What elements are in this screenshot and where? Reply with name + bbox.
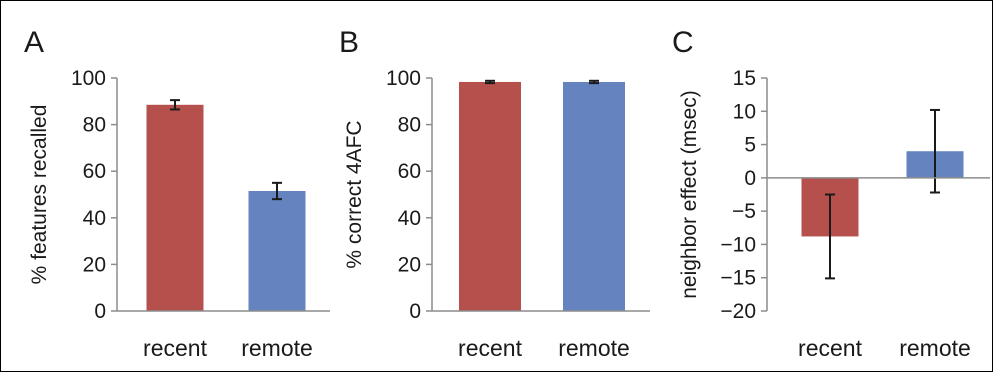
bar-remote	[563, 81, 625, 311]
panel-letter: B	[339, 26, 359, 59]
y-tick-label: 0	[744, 167, 756, 190]
y-axis-label: % features recalled	[28, 105, 51, 285]
y-tick-label: 100	[71, 67, 106, 90]
y-tick-label: 20	[398, 253, 421, 276]
y-tick-label: −15	[720, 267, 756, 290]
panel-letter: C	[672, 26, 694, 59]
y-axis-label: neighbor effect (msec)	[678, 90, 701, 299]
y-tick-label: −10	[720, 233, 756, 256]
y-tick-label: 0	[94, 300, 106, 323]
y-tick-label: 40	[83, 207, 106, 230]
y-tick-label: 100	[386, 67, 421, 90]
y-tick-label: −20	[720, 300, 756, 323]
y-tick-label: 40	[398, 207, 421, 230]
category-label: recent	[798, 335, 863, 361]
bar-remote	[248, 191, 306, 311]
category-label: remote	[899, 335, 971, 361]
panel-b: B % correct 4AFC 0 20 40 60 80 100 recent remote	[339, 26, 650, 361]
y-tick-label: 20	[83, 253, 106, 276]
category-label: recent	[458, 335, 523, 361]
y-tick-label: 0	[409, 300, 421, 323]
category-label: remote	[558, 335, 630, 361]
y-tick-label: 15	[733, 67, 756, 90]
bar-recent	[146, 104, 204, 311]
y-tick-label: 60	[83, 160, 106, 183]
bar-recent	[459, 81, 521, 311]
category-label: remote	[241, 335, 313, 361]
y-tick-label: 5	[744, 134, 756, 157]
panel-a: A % features recalled 0 20 40 60 80 100 recent re…	[24, 26, 330, 361]
y-tick-label: 10	[733, 100, 756, 123]
y-tick-label: 60	[398, 160, 421, 183]
y-tick-label: −5	[732, 200, 756, 223]
panel-letter: A	[24, 26, 44, 59]
y-tick-label: 80	[83, 114, 106, 137]
category-label: recent	[143, 335, 208, 361]
y-axis-label: % correct 4AFC	[343, 120, 366, 268]
y-tick-label: 80	[398, 114, 421, 137]
